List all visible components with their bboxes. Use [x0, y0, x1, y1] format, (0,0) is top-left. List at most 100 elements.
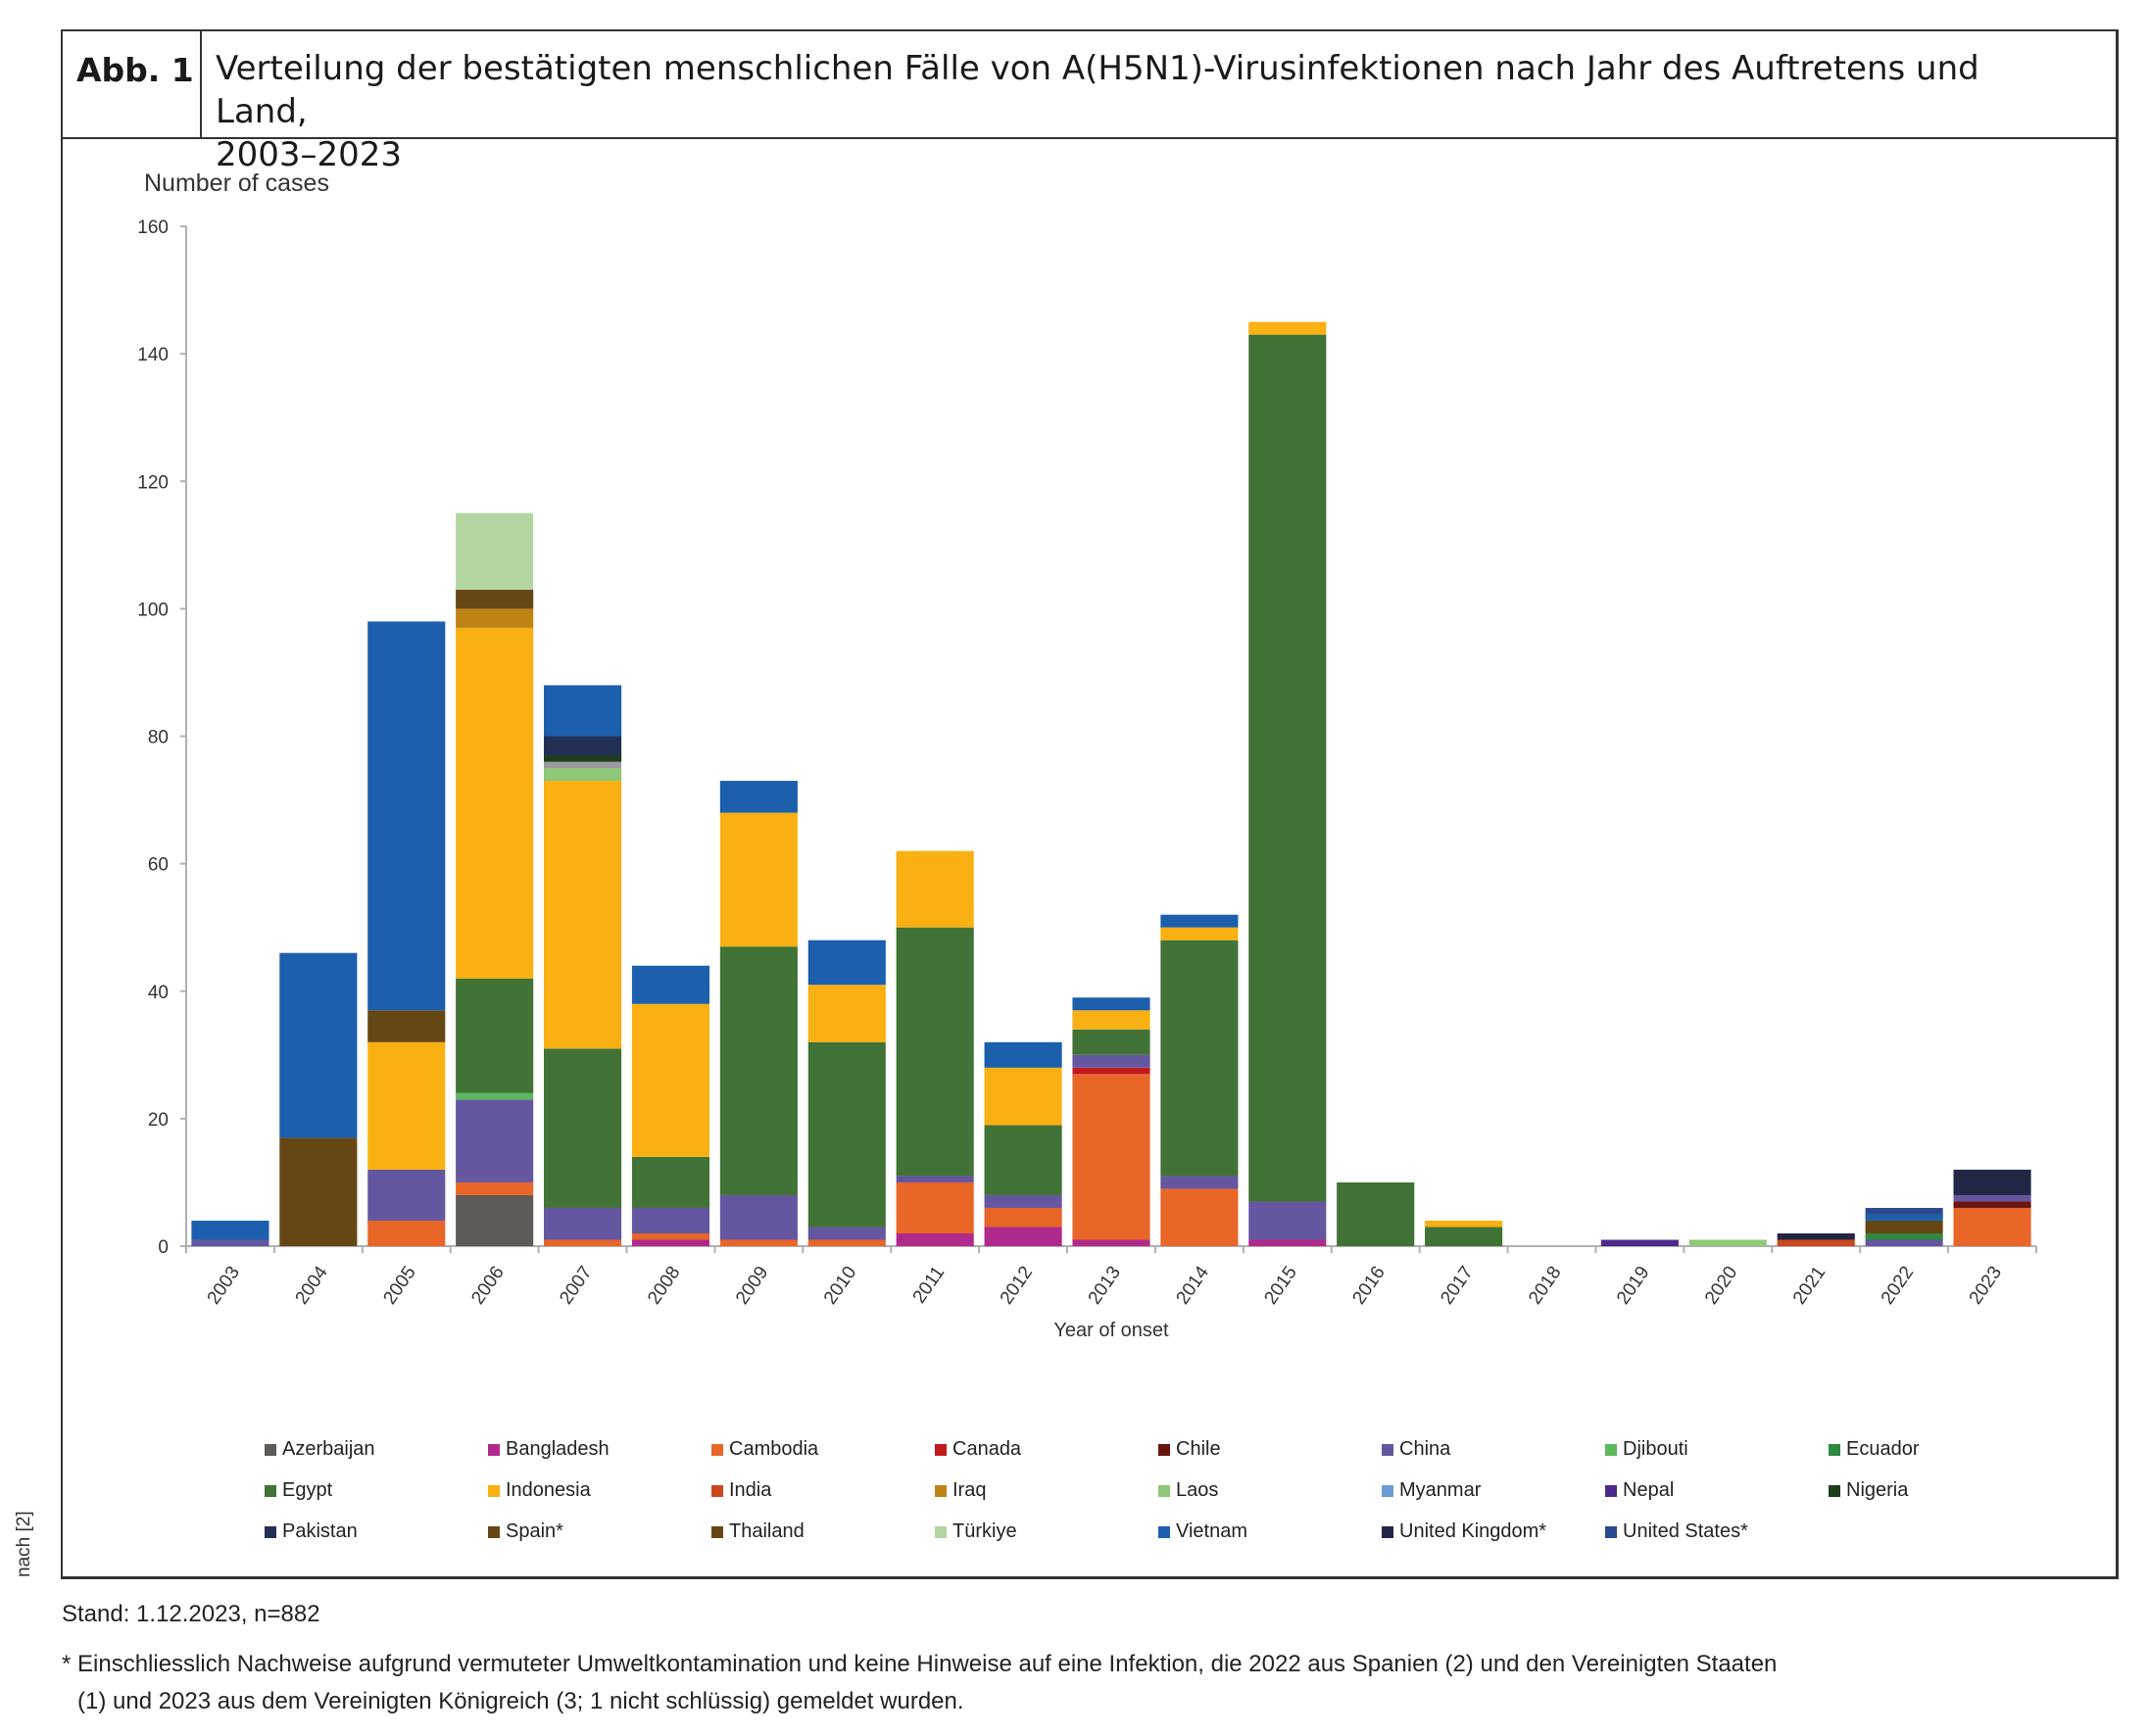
- bar-segment: [279, 1137, 358, 1246]
- bar-segment: [1953, 1207, 2031, 1246]
- bar-segment: [367, 621, 446, 1011]
- legend-label: India: [729, 1479, 772, 1501]
- bar-segment: [456, 1194, 534, 1246]
- bar-segment: [456, 1099, 534, 1182]
- legend-label: Nepal: [1623, 1479, 1675, 1501]
- y-tick-label: 100: [137, 600, 169, 620]
- legend-label: China: [1399, 1438, 1451, 1460]
- bar-segment: [1160, 927, 1239, 940]
- legend-label: Myanmar: [1399, 1479, 1482, 1501]
- legend-item: Egypt: [265, 1479, 332, 1502]
- bar-segment: [719, 1239, 798, 1246]
- legend-item: Thailand: [711, 1520, 805, 1543]
- bar-segment: [456, 1092, 534, 1100]
- bar-segment: [367, 1041, 446, 1170]
- y-tick-label: 20: [148, 1110, 169, 1131]
- bar-segment: [719, 1194, 798, 1240]
- legend-label: Ecuador: [1846, 1438, 1920, 1460]
- bar-segment: [1688, 1239, 1767, 1246]
- y-tick-label: 40: [148, 983, 169, 1003]
- legend-item: India: [711, 1479, 771, 1502]
- bar-segment: [544, 1239, 622, 1246]
- bar-segment: [1953, 1201, 2031, 1208]
- figure-header: Abb. 1 Verteilung der bestätigten mensch…: [63, 31, 2116, 174]
- figure-title-line1: Verteilung der bestätigten menschlichen …: [216, 49, 1979, 131]
- x-tick-label: 2007: [556, 1263, 596, 1309]
- legend-swatch: [1605, 1443, 1617, 1456]
- bar-segment: [1248, 321, 1327, 335]
- bar-segment: [544, 761, 622, 769]
- bar-segment: [1777, 1239, 1855, 1246]
- bar-segment: [631, 1156, 710, 1208]
- x-axis-title: Year of onset: [1053, 1320, 1169, 1341]
- bar-segment: [1160, 914, 1239, 928]
- bar-segment: [1865, 1220, 1943, 1233]
- legend-swatch: [488, 1443, 500, 1456]
- legend-label: Nigeria: [1846, 1479, 1909, 1501]
- bar-segment: [1865, 1232, 1943, 1240]
- x-tick-label: 2008: [644, 1263, 684, 1309]
- legend-swatch: [1382, 1443, 1393, 1456]
- legend-label: Laos: [1176, 1479, 1219, 1501]
- legend-label: Egypt: [282, 1479, 333, 1501]
- legend-item: Azerbaijan: [265, 1438, 375, 1461]
- bar-segment: [807, 940, 886, 986]
- bar-segment: [544, 736, 622, 756]
- legend-item: Vietnam: [1158, 1520, 1247, 1543]
- legend-label: United States*: [1623, 1520, 1748, 1542]
- y-tick-label: 0: [158, 1237, 169, 1258]
- legend-swatch: [935, 1484, 947, 1497]
- y-tick-label: 160: [137, 217, 169, 238]
- y-axis-title: Number of cases: [144, 169, 329, 197]
- footnote-line2: (1) und 2023 aus dem Vereinigten Königre…: [77, 1688, 964, 1714]
- bar-segment: [1865, 1214, 1943, 1221]
- bar-segment: [456, 589, 534, 609]
- x-tick-label: 2016: [1348, 1263, 1389, 1309]
- legend-item: Djibouti: [1605, 1438, 1688, 1461]
- bar-segment: [807, 985, 886, 1042]
- bar-segment: [1777, 1232, 1855, 1240]
- bar-segment: [984, 1041, 1062, 1068]
- x-tick-label: 2014: [1173, 1262, 1214, 1308]
- bar-segment: [367, 1010, 446, 1042]
- legend-item: Nepal: [1605, 1479, 1674, 1502]
- legend-swatch: [488, 1525, 500, 1538]
- legend-swatch: [935, 1443, 947, 1456]
- x-tick-label: 2019: [1613, 1263, 1653, 1309]
- bar-segment: [1160, 1188, 1239, 1246]
- bar-segment: [1425, 1227, 1503, 1246]
- x-tick-label: 2012: [997, 1263, 1037, 1309]
- legend-item: United Kingdom*: [1382, 1520, 1546, 1543]
- bar-segment: [1072, 1010, 1150, 1030]
- bar-segment: [191, 1239, 269, 1246]
- bar-segment: [456, 512, 534, 590]
- bar-segment: [1072, 1029, 1150, 1055]
- x-tick-label: 2009: [732, 1263, 772, 1309]
- legend-item: Indonesia: [488, 1479, 591, 1502]
- x-tick-label: 2023: [1966, 1263, 2006, 1309]
- bar-segment: [1072, 997, 1150, 1011]
- x-tick-label: 2013: [1085, 1263, 1125, 1309]
- bar-segment: [1337, 1181, 1415, 1246]
- bar-segment: [367, 1220, 446, 1246]
- footnote: * Einschliesslich Nachweise aufgrund ver…: [62, 1646, 2120, 1720]
- bar-segment: [807, 1227, 886, 1240]
- legend-swatch: [1158, 1443, 1170, 1456]
- source-note: nach [2]: [14, 1511, 34, 1577]
- legend-swatch: [711, 1484, 723, 1497]
- bar-segment: [719, 812, 798, 947]
- bar-segment: [719, 781, 798, 813]
- bar-segment: [896, 1232, 974, 1246]
- legend-label: Bangladesh: [506, 1438, 610, 1460]
- x-tick-label: 2010: [820, 1263, 860, 1309]
- legend-label: United Kingdom*: [1399, 1520, 1547, 1542]
- legend-swatch: [1829, 1443, 1840, 1456]
- x-tick-label: 2018: [1525, 1263, 1565, 1309]
- bar-segment: [544, 1048, 622, 1208]
- legend-item: Cambodia: [711, 1438, 818, 1461]
- bar-segment: [1865, 1239, 1943, 1246]
- y-tick-label: 140: [137, 345, 169, 365]
- legend-label: Indonesia: [506, 1479, 591, 1501]
- bar-segment: [631, 1232, 710, 1240]
- x-tick-label: 2005: [379, 1263, 419, 1309]
